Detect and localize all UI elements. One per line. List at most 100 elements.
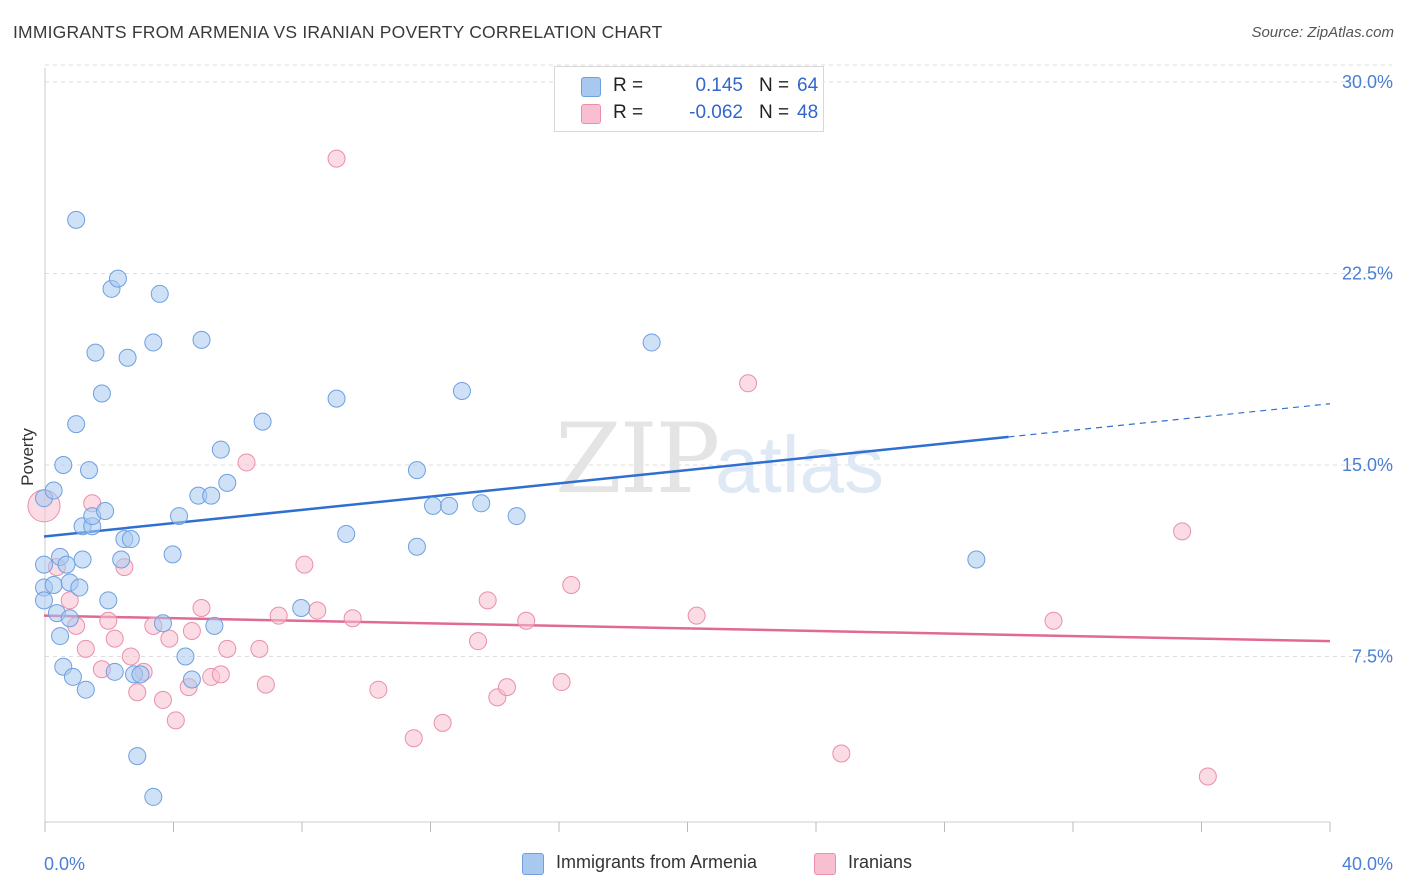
legend-r-value: -0.062 xyxy=(689,102,743,123)
legend-r-label: R = xyxy=(613,102,644,123)
legend-r-label: R = xyxy=(613,75,644,96)
data-point-iranians xyxy=(369,680,388,699)
legend-swatch-iranians xyxy=(814,853,836,875)
data-point-armenia xyxy=(472,494,491,513)
gridlines xyxy=(45,64,1392,657)
trend-line-armenia xyxy=(43,435,1009,538)
data-point-iranians xyxy=(211,665,230,684)
data-point-armenia xyxy=(86,343,105,362)
data-point-iranians xyxy=(327,149,346,168)
trend-line-iranians xyxy=(43,614,1331,643)
data-point-iranians xyxy=(99,611,118,630)
data-point-iranians xyxy=(739,374,758,393)
data-point-armenia xyxy=(54,456,73,474)
data-point-armenia xyxy=(96,501,115,520)
correlation-legend: R = 0.145 N = 64 R = -0.062 N = 48 xyxy=(554,66,824,132)
data-point-iranians xyxy=(404,729,423,748)
data-point-iranians xyxy=(687,606,706,625)
data-point-armenia xyxy=(51,627,70,646)
y-tick-label: 22.5% xyxy=(1342,264,1393,284)
data-point-armenia xyxy=(967,550,986,569)
y-axis-label: Poverty xyxy=(18,428,37,486)
data-point-armenia xyxy=(452,381,471,400)
series-armenia xyxy=(35,210,986,806)
data-point-armenia xyxy=(35,555,53,574)
data-point-iranians xyxy=(250,639,269,658)
data-point-armenia xyxy=(92,384,111,403)
legend-label-iranians: Iranians xyxy=(848,852,913,872)
data-point-armenia xyxy=(67,210,86,229)
data-point-iranians xyxy=(121,647,140,666)
data-point-iranians xyxy=(478,591,497,610)
data-point-armenia xyxy=(63,667,82,686)
data-point-armenia xyxy=(57,555,76,574)
legend-label-armenia: Immigrants from Armenia xyxy=(556,852,758,872)
data-point-armenia xyxy=(327,389,346,408)
data-point-iranians xyxy=(1173,522,1192,541)
y-tick-label: 15.0% xyxy=(1342,455,1393,475)
data-point-iranians xyxy=(192,598,211,617)
data-point-armenia xyxy=(105,662,124,681)
data-point-iranians xyxy=(832,744,851,763)
data-point-armenia xyxy=(35,591,53,610)
data-point-armenia xyxy=(118,348,137,367)
trend-extension-armenia xyxy=(1008,403,1331,438)
watermark: ZIP atlas xyxy=(555,403,884,515)
data-point-armenia xyxy=(121,530,140,549)
legend-n-value: 64 xyxy=(797,75,819,96)
data-point-armenia xyxy=(80,461,99,480)
data-point-armenia xyxy=(70,578,89,597)
data-point-armenia xyxy=(150,284,169,303)
data-point-iranians xyxy=(433,713,452,732)
legend-r-value: 0.145 xyxy=(695,75,743,96)
data-point-armenia xyxy=(218,473,237,492)
data-point-armenia xyxy=(407,461,426,480)
data-point-iranians xyxy=(1044,611,1063,630)
x-tick-label: 40.0% xyxy=(1342,854,1393,874)
y-tick-label: 7.5% xyxy=(1352,647,1393,667)
data-point-iranians xyxy=(160,629,179,648)
tick-labels: 7.5% 15.0% 22.5% 30.0% 0.0% 40.0% xyxy=(44,72,1393,874)
data-point-armenia xyxy=(440,496,459,515)
data-point-armenia xyxy=(67,415,86,434)
legend-n-label: N = xyxy=(759,75,790,96)
data-point-armenia xyxy=(112,550,131,569)
series-iranians xyxy=(27,149,1217,786)
data-point-armenia xyxy=(424,496,443,515)
data-point-armenia xyxy=(211,440,230,459)
data-point-iranians xyxy=(76,639,95,658)
data-point-armenia xyxy=(144,787,163,806)
source-note: Source: ZipAtlas.com xyxy=(1251,24,1394,41)
data-point-armenia xyxy=(73,550,92,569)
data-point-armenia xyxy=(202,486,221,505)
data-point-armenia xyxy=(182,670,201,689)
legend-swatch-iranians xyxy=(581,104,601,124)
data-point-iranians xyxy=(105,629,124,648)
data-point-armenia xyxy=(507,507,526,526)
data-point-armenia xyxy=(407,537,426,556)
data-point-iranians xyxy=(218,639,237,658)
data-point-armenia xyxy=(253,412,272,431)
data-point-iranians xyxy=(469,632,488,651)
data-point-iranians xyxy=(269,606,288,625)
x-tick-label: 0.0% xyxy=(44,854,85,874)
data-point-iranians xyxy=(128,683,147,702)
y-tick-label: 30.0% xyxy=(1342,72,1393,92)
data-point-armenia xyxy=(642,333,661,352)
data-point-armenia xyxy=(131,665,150,684)
legend-swatch-armenia xyxy=(522,853,544,875)
chart-title: IMMIGRANTS FROM ARMENIA VS IRANIAN POVER… xyxy=(13,22,663,42)
data-point-armenia xyxy=(292,598,311,617)
data-point-armenia xyxy=(99,591,118,610)
data-point-iranians xyxy=(153,690,172,709)
data-point-armenia xyxy=(128,747,147,766)
data-point-iranians xyxy=(552,673,571,692)
data-point-armenia xyxy=(170,507,189,526)
data-point-armenia xyxy=(176,647,195,666)
data-point-armenia xyxy=(144,333,163,352)
trend-lines xyxy=(43,403,1331,643)
data-point-iranians xyxy=(343,609,362,628)
data-point-armenia xyxy=(60,609,79,628)
data-point-armenia xyxy=(44,481,63,500)
